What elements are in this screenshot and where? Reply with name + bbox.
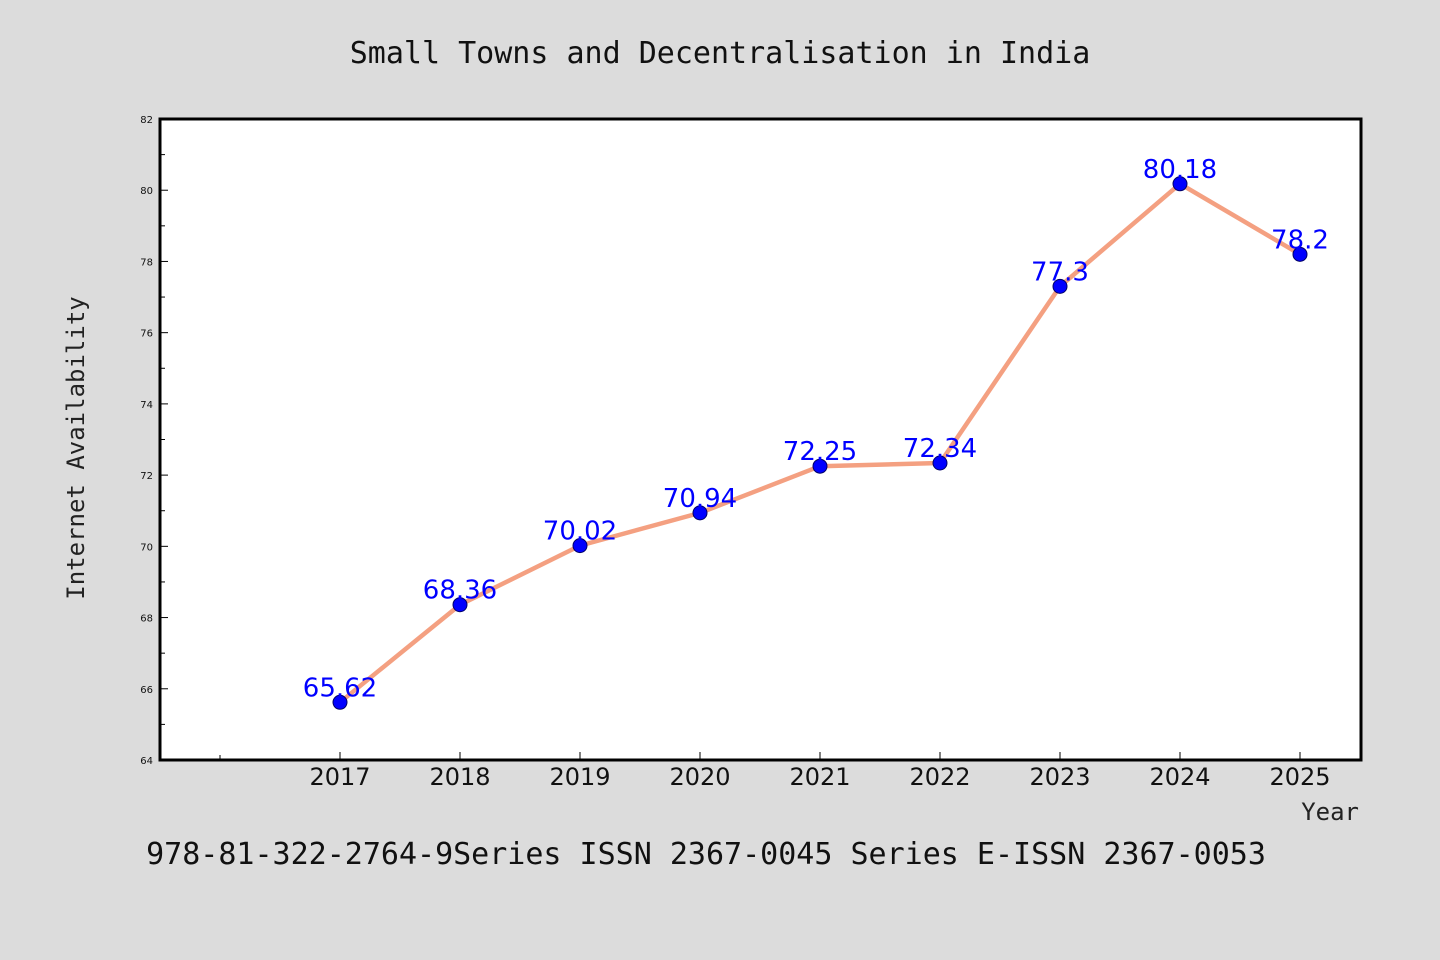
y-tick-label: 80 <box>140 186 153 197</box>
x-tick-label: 2023 <box>1029 763 1090 791</box>
data-labels: 65.62 68.36 70.02 70.94 72.25 72.34 77.3 80.18 7… <box>303 155 1329 703</box>
x-tick-label: 2020 <box>669 763 730 791</box>
data-point <box>332 694 348 710</box>
x-tick-label: 2019 <box>549 763 610 791</box>
x-tick-label: 2025 <box>1269 763 1330 791</box>
isbn-footer: 978-81-322-2764-9Series ISSN 2367-0045 S… <box>146 837 1266 872</box>
data-point <box>1172 176 1188 192</box>
y-tick-label: 74 <box>140 400 153 411</box>
y-tick-label: 72 <box>140 471 153 482</box>
data-label: 68.36 <box>423 576 497 606</box>
data-label: 70.94 <box>663 484 737 514</box>
chart-title: Small Towns and Decentralisation in Indi… <box>350 36 1091 71</box>
y-tick-label: 82 <box>140 115 153 126</box>
data-markers <box>332 176 1308 710</box>
x-tick-label: 2018 <box>429 763 490 791</box>
y-tick-labels: 64 66 68 70 72 74 76 78 80 82 <box>140 115 153 767</box>
data-point <box>932 455 948 471</box>
x-tick-label: 2024 <box>1149 763 1210 791</box>
data-label: 72.34 <box>903 434 977 464</box>
data-point <box>1052 278 1068 294</box>
plot-area <box>160 119 1361 760</box>
y-tick-label: 70 <box>140 542 153 553</box>
data-point <box>812 458 828 474</box>
data-label: 78.2 <box>1271 225 1329 255</box>
y-tick-label: 66 <box>140 685 153 696</box>
data-label: 70.02 <box>543 517 617 547</box>
y-tick-label: 68 <box>140 614 153 625</box>
data-point <box>692 505 708 521</box>
data-label: 72.25 <box>783 437 857 467</box>
x-axis-label: Year <box>1301 798 1359 826</box>
data-point <box>1292 246 1308 262</box>
data-point <box>572 538 588 554</box>
data-label: 80.18 <box>1143 155 1217 185</box>
data-label: 77.3 <box>1031 257 1089 287</box>
x-tick-labels: 2017 2018 2019 2020 2021 2022 2023 2024 2025 <box>309 763 1330 791</box>
y-tick-label: 64 <box>140 756 153 767</box>
data-point <box>452 597 468 613</box>
x-tick-label: 2022 <box>909 763 970 791</box>
plot-frame <box>158 117 1363 762</box>
y-tick-label: 76 <box>140 329 153 340</box>
x-tick-label: 2017 <box>309 763 370 791</box>
data-label: 65.62 <box>303 673 377 703</box>
y-tick-label: 78 <box>140 257 153 268</box>
x-tick-label: 2021 <box>789 763 850 791</box>
y-axis-label: Internet Availability <box>62 296 90 599</box>
